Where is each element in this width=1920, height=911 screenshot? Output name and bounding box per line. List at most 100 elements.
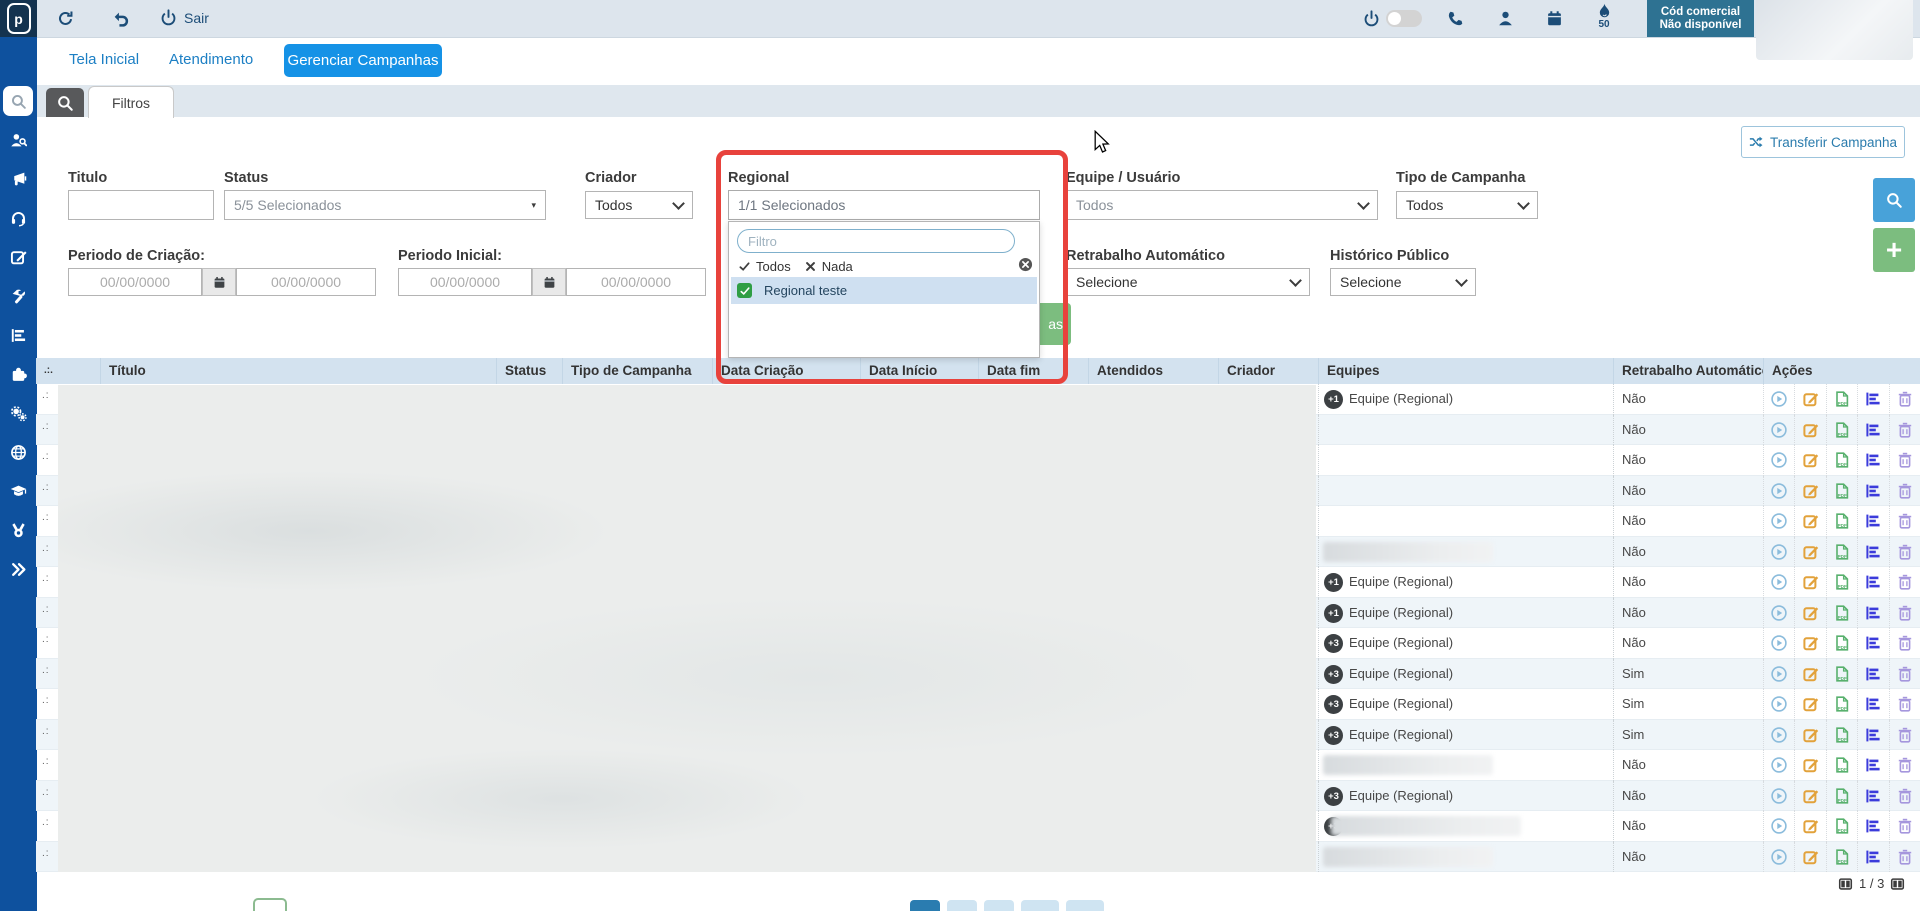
report-action-button[interactable]	[1857, 597, 1888, 628]
pdf-action-button[interactable]: PDF	[1825, 414, 1857, 445]
report-action-button[interactable]	[1857, 658, 1888, 689]
edit-action-button[interactable]	[1794, 658, 1825, 689]
phone-icon[interactable]	[1447, 10, 1464, 27]
edit-action-button[interactable]	[1794, 475, 1825, 506]
report-action-button[interactable]	[1857, 384, 1888, 415]
edit-action-button[interactable]	[1794, 567, 1825, 598]
panes-icon[interactable]	[1838, 877, 1853, 891]
delete-action-button[interactable]	[1888, 811, 1920, 842]
edit-action-button[interactable]	[1794, 536, 1825, 567]
periodo-inicial-end-input[interactable]	[566, 268, 706, 296]
pdf-action-button[interactable]: PDF	[1825, 719, 1857, 750]
sidebar-item-settings[interactable]	[3, 398, 33, 428]
calendar-button[interactable]	[532, 268, 566, 296]
tab-tela-inicial[interactable]: Tela Inicial	[69, 51, 140, 68]
play-action-button[interactable]	[1763, 384, 1794, 415]
report-action-button[interactable]	[1857, 445, 1888, 476]
sidebar-item-plugins[interactable]	[3, 359, 33, 389]
row-drag-handle[interactable]: .:	[42, 542, 50, 554]
search-tab[interactable]	[46, 88, 84, 117]
report-action-button[interactable]	[1857, 780, 1888, 811]
row-drag-handle[interactable]: .:	[42, 451, 50, 462]
delete-action-button[interactable]	[1888, 689, 1920, 720]
report-action-button[interactable]	[1857, 506, 1888, 537]
sidebar-item-training[interactable]	[3, 476, 33, 506]
sidebar-item-headset[interactable]	[3, 203, 33, 233]
edit-action-button[interactable]	[1794, 841, 1825, 872]
sidebar-item-tools[interactable]	[3, 281, 33, 311]
delete-action-button[interactable]	[1888, 628, 1920, 659]
sidebar-item-search[interactable]	[3, 86, 33, 116]
equipe-usuario-multiselect[interactable]: Todos	[1066, 190, 1378, 220]
pagination-button-active[interactable]	[910, 900, 940, 911]
tipo-campanha-select[interactable]: Todos	[1396, 191, 1538, 219]
report-action-button[interactable]	[1857, 536, 1888, 567]
delete-action-button[interactable]	[1888, 475, 1920, 506]
row-drag-handle[interactable]: .:	[42, 756, 50, 767]
edit-action-button[interactable]	[1794, 750, 1825, 781]
play-action-button[interactable]	[1763, 780, 1794, 811]
checkbox-checked-icon[interactable]	[737, 283, 752, 298]
row-drag-handle[interactable]: .:	[42, 573, 50, 584]
play-action-button[interactable]	[1763, 658, 1794, 689]
report-action-button[interactable]	[1857, 811, 1888, 842]
undo-icon[interactable]	[112, 10, 129, 27]
flame-counter[interactable]: 50	[1592, 2, 1616, 31]
play-action-button[interactable]	[1763, 475, 1794, 506]
row-drag-handle[interactable]: .:	[42, 817, 50, 828]
pagination-button[interactable]	[1066, 900, 1104, 911]
search-campaigns-button[interactable]	[1873, 178, 1915, 222]
edit-action-button[interactable]	[1794, 628, 1825, 659]
regional-multiselect-summary[interactable]: 1/1 Selecionados	[728, 190, 1040, 220]
report-action-button[interactable]	[1857, 841, 1888, 872]
edit-action-button[interactable]	[1794, 414, 1825, 445]
titulo-input[interactable]	[68, 190, 214, 220]
pdf-action-button[interactable]: PDF	[1825, 750, 1857, 781]
row-drag-handle[interactable]: .:	[42, 481, 50, 493]
historico-publico-select[interactable]: Selecione	[1330, 268, 1476, 296]
sidebar-item-megaphone[interactable]	[3, 164, 33, 194]
column-header[interactable]: Data Início	[860, 358, 978, 384]
delete-action-button[interactable]	[1888, 841, 1920, 872]
pdf-action-button[interactable]: PDF	[1825, 811, 1857, 842]
row-drag-handle[interactable]: .:	[42, 664, 50, 676]
sidebar-item-compose[interactable]	[3, 242, 33, 272]
column-header[interactable]: Tipo de Campanha	[562, 358, 712, 384]
sidebar-item-medal[interactable]	[3, 515, 33, 545]
pdf-action-button[interactable]: PDF	[1825, 445, 1857, 476]
column-header[interactable]: Retrabalho Automático	[1613, 358, 1763, 384]
column-header[interactable]: Data fim	[978, 358, 1088, 384]
report-action-button[interactable]	[1857, 628, 1888, 659]
row-drag-handle[interactable]: .:	[42, 786, 50, 798]
play-action-button[interactable]	[1763, 445, 1794, 476]
tab-gerenciar-campanhas[interactable]: Gerenciar Campanhas	[284, 44, 442, 77]
report-action-button[interactable]	[1857, 475, 1888, 506]
delete-action-button[interactable]	[1888, 445, 1920, 476]
row-drag-handle[interactable]: .:	[42, 847, 50, 859]
row-drag-handle[interactable]: .:	[42, 420, 50, 432]
play-action-button[interactable]	[1763, 750, 1794, 781]
status-multiselect[interactable]: 5/5 Selecionados ▾	[224, 190, 546, 220]
transferir-campanha-button[interactable]: Transferir Campanha	[1741, 126, 1905, 158]
sidebar-item-expand[interactable]	[3, 554, 33, 584]
row-drag-handle[interactable]: .:	[42, 634, 50, 645]
regional-filter-input[interactable]	[737, 229, 1015, 253]
app-logo[interactable]: p	[0, 0, 37, 37]
delete-action-button[interactable]	[1888, 597, 1920, 628]
delete-action-button[interactable]	[1888, 414, 1920, 445]
delete-action-button[interactable]	[1888, 567, 1920, 598]
delete-action-button[interactable]	[1888, 536, 1920, 567]
edit-action-button[interactable]	[1794, 811, 1825, 842]
pagination-button[interactable]	[984, 900, 1014, 911]
column-header[interactable]: Atendidos	[1088, 358, 1218, 384]
drag-handle-column-header[interactable]: .:.	[44, 365, 53, 376]
column-header[interactable]: Criador	[1218, 358, 1318, 384]
delete-action-button[interactable]	[1888, 780, 1920, 811]
pdf-action-button[interactable]: PDF	[1825, 506, 1857, 537]
play-action-button[interactable]	[1763, 597, 1794, 628]
retrabalho-select[interactable]: Selecione	[1066, 268, 1310, 296]
cut-off-button[interactable]	[253, 898, 287, 911]
play-action-button[interactable]	[1763, 506, 1794, 537]
close-circle-icon[interactable]	[1018, 257, 1033, 272]
play-action-button[interactable]	[1763, 719, 1794, 750]
